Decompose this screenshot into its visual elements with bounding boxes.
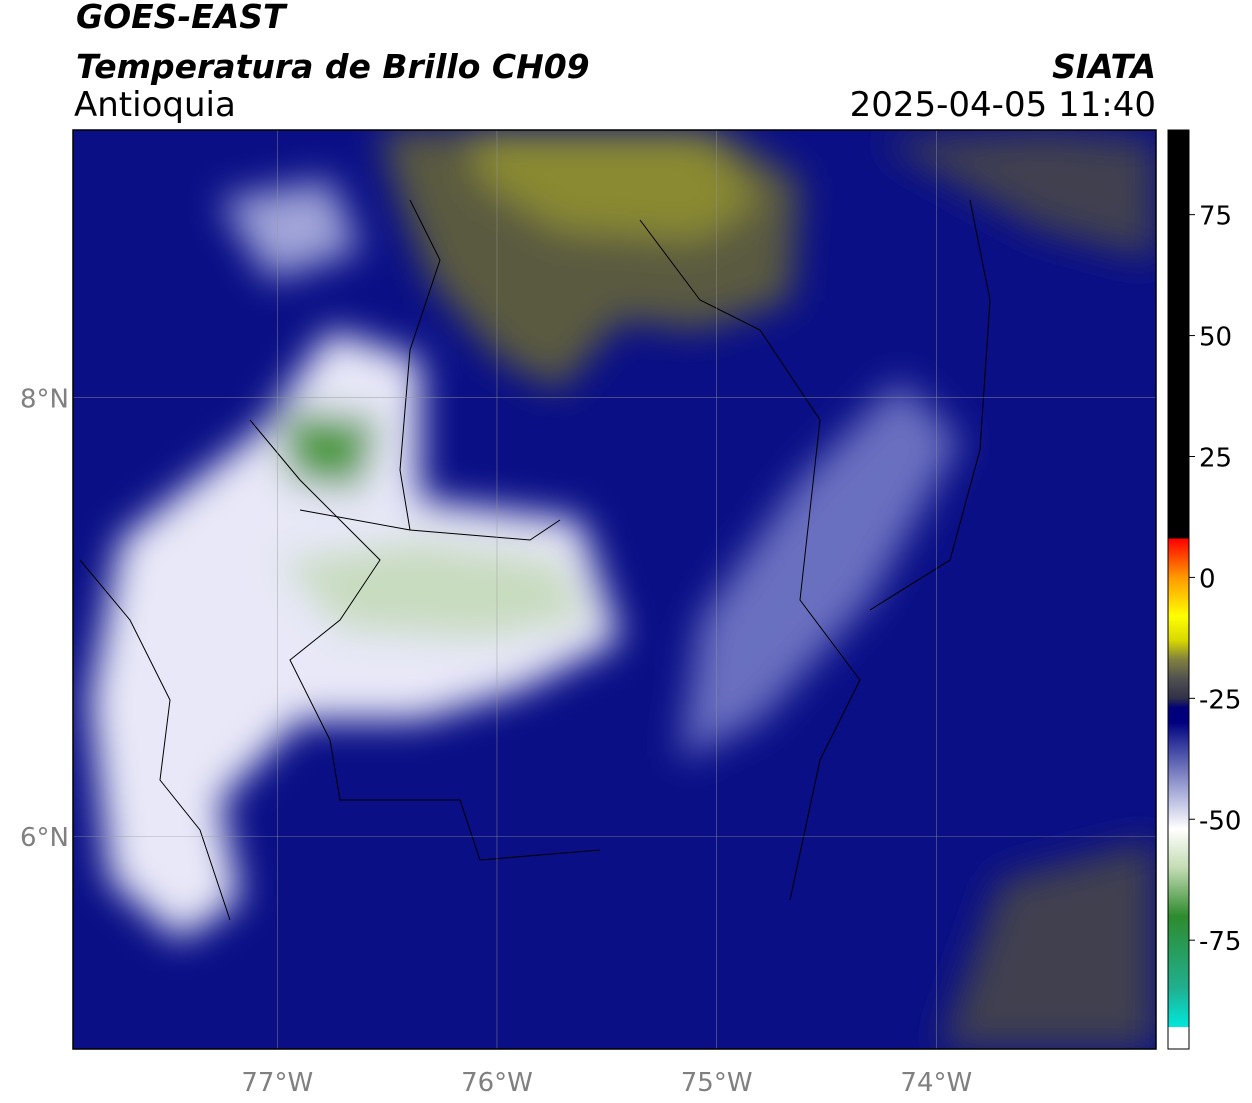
x-tick-label: 74°W: [900, 1068, 972, 1098]
region: Antioquia: [74, 85, 236, 125]
colorbar-tick-label: 25: [1199, 443, 1232, 473]
map-frame: [72, 129, 1157, 1050]
y-tick-label: 8°N: [20, 385, 69, 415]
colorbar-tick-label: -50: [1199, 806, 1241, 836]
x-tick-label: 77°W: [241, 1068, 313, 1098]
colorbar-tick-label: 75: [1199, 202, 1232, 232]
colorbar-tick-label: -75: [1199, 927, 1241, 957]
source: SIATA: [1052, 47, 1156, 86]
colorbar-tick-label: -25: [1199, 685, 1241, 715]
satellite-image: [73, 130, 1156, 1049]
y-tick-label: 6°N: [20, 823, 69, 853]
datetime: 2025-04-05 11:40: [850, 85, 1156, 125]
title: GOES-EAST: [76, 0, 288, 36]
colorbar-tick-label: 50: [1199, 323, 1232, 353]
x-tick-label: 75°W: [681, 1068, 753, 1098]
grid: [73, 130, 1156, 1049]
x-tick-label: 76°W: [461, 1068, 533, 1098]
subtitle: Temperatura de Brillo CH09: [76, 47, 590, 86]
colorbar: [1167, 129, 1190, 1050]
colorbar-tick-label: 0: [1199, 564, 1216, 594]
